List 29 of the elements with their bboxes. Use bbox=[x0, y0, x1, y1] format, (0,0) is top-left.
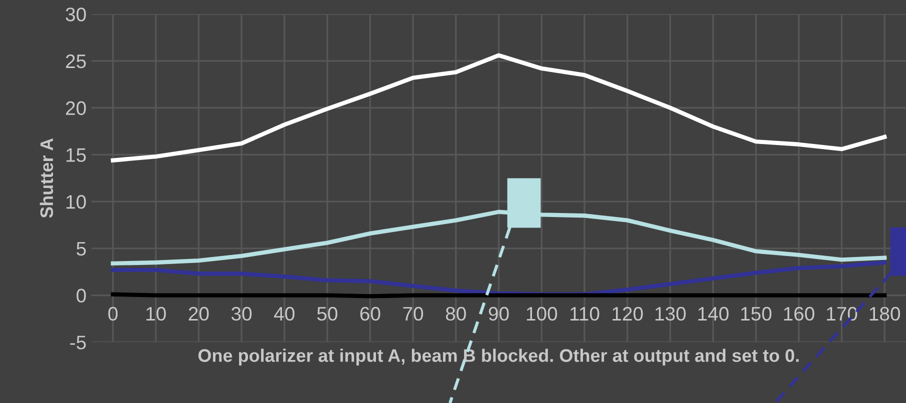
x-tick-label: 50 bbox=[317, 306, 338, 321]
x-tick-label: 70 bbox=[403, 306, 424, 321]
x-tick-label: 140 bbox=[698, 306, 729, 321]
x-tick-label: 0 bbox=[108, 306, 118, 321]
y-tick-label: 25 bbox=[66, 54, 86, 68]
x-tick-label: 120 bbox=[612, 306, 643, 321]
x-tick-label: 20 bbox=[188, 306, 209, 321]
x-tick-label: 100 bbox=[526, 306, 558, 321]
y-tick-label: 15 bbox=[66, 148, 86, 162]
x-tick-label: 10 bbox=[146, 306, 166, 321]
y-tick-label: 5 bbox=[76, 242, 86, 256]
y-tick-label: 30 bbox=[66, 8, 86, 22]
x-tick-label: 180 bbox=[870, 306, 900, 321]
x-tick-label: 80 bbox=[446, 306, 466, 321]
x-tick-label: 110 bbox=[570, 306, 600, 321]
x-tick-label: 30 bbox=[231, 306, 252, 321]
x-tick-label: 160 bbox=[784, 306, 814, 321]
y-axis-title: Shutter A bbox=[40, 138, 54, 218]
y-tick-label: 20 bbox=[66, 101, 86, 116]
line-series bbox=[110, 53, 887, 162]
x-tick-label: 170 bbox=[826, 306, 858, 321]
x-tick-label: 150 bbox=[741, 306, 772, 321]
y-tick-label: 10 bbox=[66, 195, 86, 209]
x-tick-label: 40 bbox=[274, 306, 294, 321]
x-tick-label: 60 bbox=[360, 306, 380, 321]
x-tick-label: 90 bbox=[488, 306, 509, 321]
y-tick-label: 0 bbox=[76, 288, 86, 303]
y-tick-label: -5 bbox=[70, 336, 86, 350]
x-tick-label: 130 bbox=[655, 306, 686, 321]
